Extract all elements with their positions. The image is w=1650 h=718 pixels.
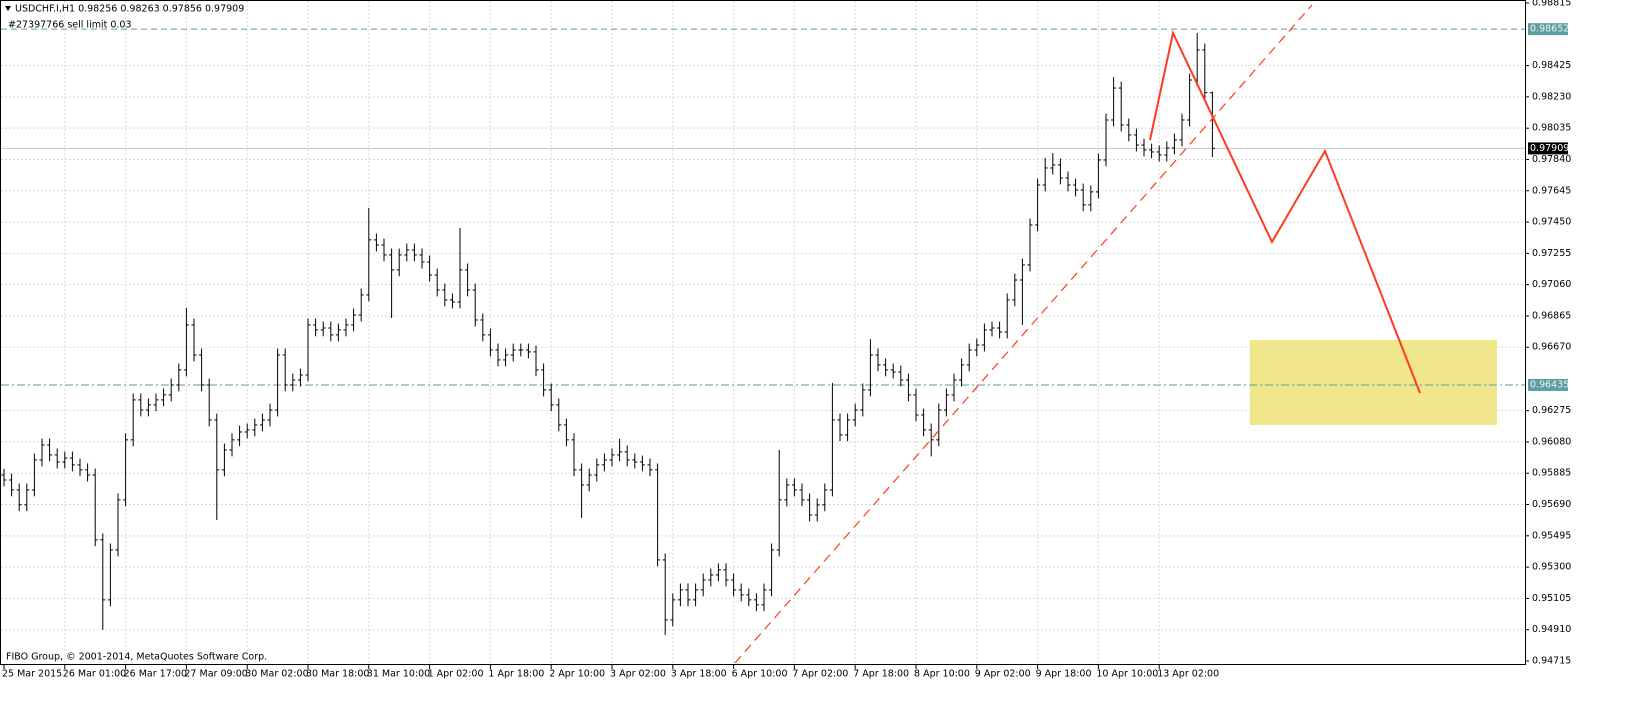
- y-tick-label: 0.97255: [1532, 248, 1571, 259]
- x-tick-label: 9 Apr 02:00: [975, 669, 1031, 680]
- y-tick-label: 0.97645: [1532, 185, 1571, 196]
- x-tick-label: 3 Apr 02:00: [610, 669, 666, 680]
- price-label: 0.96435: [1530, 379, 1569, 390]
- x-tick-label: 30 Mar 18:00: [306, 669, 369, 680]
- x-tick-label: 31 Mar 10:00: [367, 669, 430, 680]
- zigzag-forecast: [1149, 29, 1421, 394]
- price-label-box: [1528, 23, 1568, 36]
- price-axis: 0.98815 0.98425 0.98230 0.98035 0.97840 0.976…: [2, 0, 1571, 680]
- x-tick-label: 7 Apr 02:00: [792, 669, 848, 680]
- x-tick-label: 1 Apr 18:00: [488, 669, 544, 680]
- y-tick-label: 0.94910: [1532, 624, 1571, 635]
- y-tick-label: 0.97060: [1532, 279, 1571, 290]
- x-tick-label: 26 Mar 17:00: [124, 669, 187, 680]
- y-tick-label: 0.94715: [1532, 656, 1571, 667]
- y-tick-label: 0.98815: [1532, 0, 1571, 9]
- x-tick-label: 8 Apr 10:00: [914, 669, 970, 680]
- price-label-box: [1528, 378, 1568, 391]
- y-tick-label: 0.95300: [1532, 562, 1571, 573]
- y-tick-label: 0.97450: [1532, 217, 1571, 228]
- y-tick-label: 0.96275: [1532, 405, 1571, 416]
- x-tick-label: 30 Mar 02:00: [245, 669, 308, 680]
- y-tick-label: 0.96670: [1532, 342, 1571, 353]
- x-tick-label: 26 Mar 01:00: [63, 669, 126, 680]
- target-zone: [1250, 340, 1497, 425]
- y-tick-label: 0.96080: [1532, 436, 1571, 447]
- y-tick-label: 0.95885: [1532, 468, 1571, 479]
- x-tick-label: 9 Apr 18:00: [1036, 669, 1092, 680]
- dropdown-icon: [5, 6, 11, 11]
- price-lines: [1, 28, 1525, 386]
- x-tick-label: 3 Apr 18:00: [671, 669, 727, 680]
- copyright: FIBO Group, © 2001-2014, MetaQuotes Soft…: [6, 652, 267, 663]
- x-tick-label: 13 Apr 02:00: [1157, 669, 1219, 680]
- price-label: 0.97909: [1530, 143, 1569, 154]
- symbol-info: USDCHF.I,H1 0.98256 0.98263 0.97856 0.97…: [15, 4, 244, 15]
- y-tick-label: 0.95105: [1532, 593, 1571, 604]
- plot-border: [0, 0, 1526, 665]
- price-label: 0.98652: [1530, 24, 1569, 35]
- price-label-box: [1528, 142, 1568, 155]
- x-tick-label: 27 Mar 09:00: [184, 669, 247, 680]
- bars: [1, 33, 1215, 636]
- x-tick-label: 25 Mar 2015: [2, 669, 62, 680]
- y-tick-label: 0.96865: [1532, 310, 1571, 321]
- y-tick-label: 0.98425: [1532, 60, 1571, 71]
- x-tick-label: 7 Apr 18:00: [853, 669, 909, 680]
- y-tick-label: 0.98035: [1532, 123, 1571, 134]
- trend-line: [734, 4, 1313, 664]
- y-tick-label: 0.98230: [1532, 91, 1571, 102]
- x-tick-label: 1 Apr 02:00: [428, 669, 484, 680]
- x-tick-label: 10 Apr 10:00: [1096, 669, 1158, 680]
- x-tick-label: 6 Apr 10:00: [732, 669, 788, 680]
- y-tick-label: 0.97840: [1532, 154, 1571, 165]
- order-label: #27397766 sell limit 0.03: [8, 20, 132, 31]
- y-tick-label: 0.95690: [1532, 499, 1571, 510]
- y-tick-label: 0.95495: [1532, 530, 1571, 541]
- x-tick-label: 2 Apr 10:00: [549, 669, 605, 680]
